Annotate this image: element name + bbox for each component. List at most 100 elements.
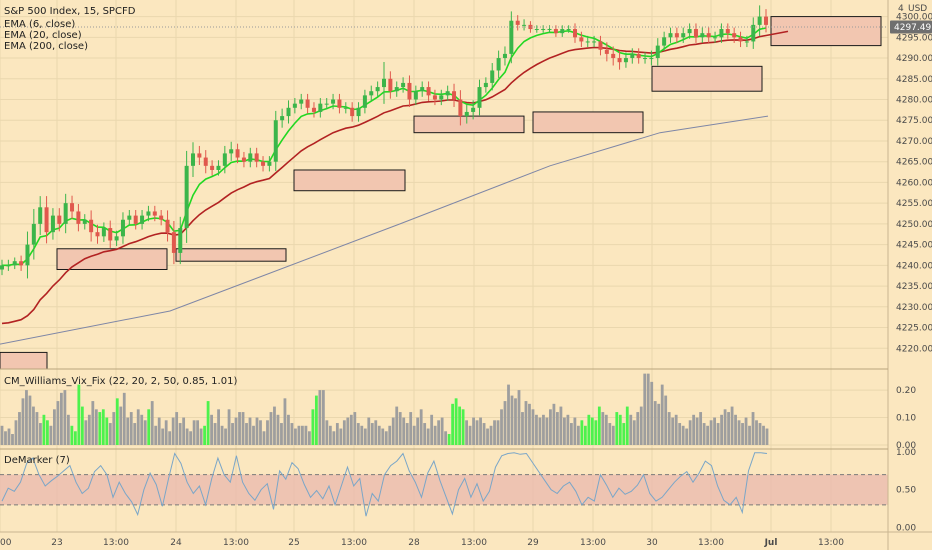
candle-body (299, 99, 304, 104)
candle-body (693, 29, 698, 38)
candle-body (490, 70, 495, 83)
price-tick-label: 4250.00 (896, 220, 932, 230)
vix-bar (374, 420, 378, 445)
candle-body (216, 165, 221, 170)
price-tick-label: 4240.00 (896, 261, 932, 271)
time-tick-label: 13:00 (223, 538, 249, 548)
demarker-pane[interactable]: DeMarker (7) (0, 452, 888, 517)
vix-bar (321, 390, 325, 445)
vix-bar (678, 423, 682, 445)
williams-vix-fix-pane[interactable]: CM_Williams_Vix_Fix (22, 20, 2, 50, 0.85… (0, 373, 888, 446)
vix-bar (304, 425, 308, 445)
vix-bar (353, 412, 357, 445)
demarker-title: DeMarker (7) (4, 455, 70, 466)
vix-bar (737, 420, 741, 445)
vix-bar (720, 414, 723, 445)
vix-bar (695, 417, 699, 445)
vix-bar (294, 428, 297, 445)
vix-bar (87, 414, 91, 445)
vix-bar (388, 425, 392, 445)
candle-body (502, 53, 507, 59)
vix-tick-label: 0.10 (896, 414, 916, 424)
vix-bar (332, 431, 336, 445)
vix-bar (482, 423, 486, 445)
vix-bar (545, 417, 549, 445)
candle-body (337, 99, 342, 108)
vix-bar (486, 428, 489, 445)
vix-bar (636, 412, 640, 445)
vix-bar (475, 420, 479, 445)
vix-bar (531, 409, 535, 445)
vix-bar (423, 423, 427, 445)
price-axis[interactable]: 4 USD 4220.00 4225.00 4230.00 4235.00 4240.0… (887, 0, 932, 550)
vix-bar (590, 417, 594, 445)
time-tick-label: 23 (51, 538, 62, 548)
vix-bar (723, 409, 727, 445)
vix-bar (66, 414, 70, 445)
vix-bar (119, 406, 123, 445)
vix-fix-bars (0, 373, 769, 445)
vix-bar (524, 401, 528, 445)
vix-fix-title: CM_Williams_Vix_Fix (22, 20, 2, 50, 0.85… (4, 376, 237, 387)
vix-bar (283, 398, 287, 445)
vix-bar (688, 420, 692, 445)
price-pane[interactable]: S&P 500 Index, 15, SPCFD EMA (6, close) … (0, 0, 888, 532)
candle-body (375, 87, 380, 92)
vix-bar (182, 417, 186, 445)
vix-bar (384, 431, 388, 445)
vix-bar (755, 420, 758, 445)
vix-bar (363, 428, 367, 445)
price-tick-label: 4255.00 (896, 199, 932, 209)
candle-body (89, 219, 94, 233)
vix-bar (192, 420, 196, 445)
candle-body (50, 215, 55, 233)
time-tick-label: 13:00 (461, 538, 487, 548)
vix-bar (608, 423, 612, 445)
time-axis[interactable]: 00 23 13:00 24 13:00 25 13:00 28 13:00 29 13:00 30 1… (0, 531, 932, 548)
vix-bar (646, 373, 650, 445)
candle-body (324, 103, 329, 105)
candle-body (764, 16, 768, 25)
vix-bar (674, 414, 678, 445)
candle-body (146, 211, 151, 216)
candle-body (528, 24, 533, 30)
candle-body (687, 29, 692, 34)
vix-bar (419, 409, 423, 445)
vix-bar (252, 425, 255, 445)
vix-bar (210, 414, 213, 445)
time-tick-label: 13:00 (103, 538, 129, 548)
price-tick-label: 4280.00 (896, 96, 932, 106)
vix-bar (105, 417, 109, 445)
candle-body (305, 99, 310, 108)
candle-body (719, 29, 724, 38)
candle-body (241, 157, 246, 162)
candle-body (101, 228, 106, 237)
vix-bar (454, 398, 458, 445)
vix-bar (185, 428, 189, 445)
vix-bar (273, 406, 276, 445)
vix-bar (479, 417, 482, 445)
vix-bar (573, 417, 577, 445)
vix-bar (549, 409, 552, 445)
candle-body (311, 107, 316, 112)
price-tick-label: 4230.00 (896, 303, 932, 313)
vix-bar (349, 414, 353, 445)
vix-bar (762, 425, 765, 445)
candle-body (420, 87, 425, 92)
vix-bar (409, 412, 413, 445)
vix-bar (98, 412, 102, 445)
vix-bar (664, 395, 668, 445)
candle-body (261, 161, 266, 166)
candle-body (292, 103, 297, 108)
vix-bar (360, 425, 364, 445)
vix-bar (18, 412, 21, 445)
candle-body (401, 82, 406, 88)
candle-body (197, 153, 202, 158)
candle-body (611, 53, 616, 59)
candle-body (267, 161, 272, 166)
vix-bar (461, 409, 465, 445)
candle-body (553, 29, 558, 34)
zone-box (770, 16, 882, 47)
vix-bar (238, 412, 241, 445)
